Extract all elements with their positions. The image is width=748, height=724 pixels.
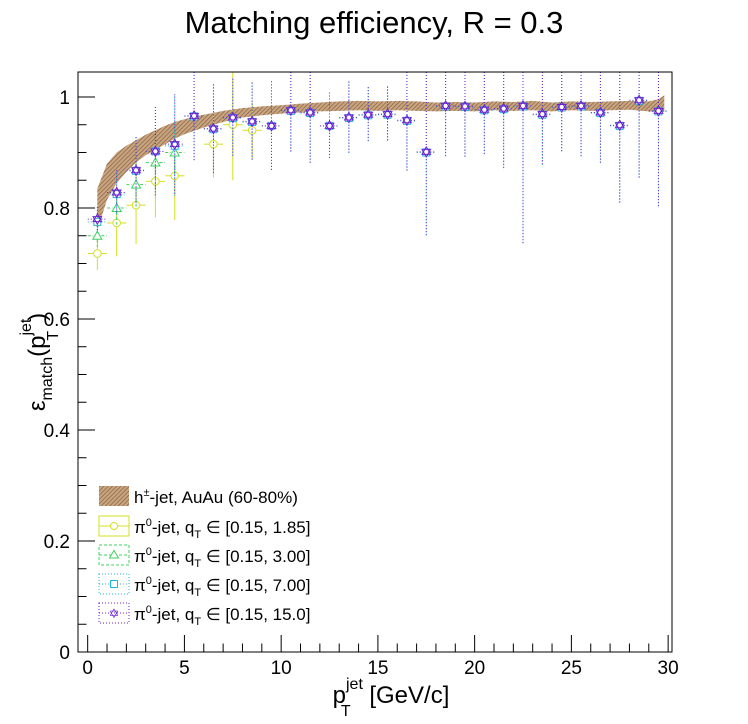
uncertainty-band bbox=[97, 95, 665, 231]
data-point bbox=[614, 119, 625, 132]
legend-marker-triangle bbox=[108, 549, 120, 559]
x-tick-label: 0 bbox=[82, 658, 93, 679]
legend-entry-qt-15.0: ✡ π0-jet, qT ∈ [0.15, 15.0] bbox=[98, 602, 310, 628]
y-axis-label-open: (p bbox=[24, 336, 51, 357]
x-axis-label-sub: T bbox=[341, 703, 351, 720]
legend-label-band: h±-jet, AuAu (60-80%) bbox=[134, 487, 298, 507]
x-tick-label: 15 bbox=[367, 658, 388, 679]
data-point bbox=[324, 119, 335, 132]
x-tick-label: 30 bbox=[658, 658, 679, 679]
plot-frame bbox=[77, 71, 673, 653]
data-point bbox=[208, 122, 219, 135]
data-point bbox=[92, 213, 103, 226]
data-point bbox=[267, 121, 276, 130]
y-tick-label: 0.8 bbox=[44, 199, 70, 220]
y-axis-label-sub: match bbox=[39, 357, 56, 401]
y-axis-label-sub2: T bbox=[45, 331, 62, 341]
legend-entry-qt-1.85: π0-jet, qT ∈ [0.15, 1.85] bbox=[98, 515, 310, 541]
data-point bbox=[305, 106, 316, 119]
y-tick-label: 0.2 bbox=[44, 532, 70, 553]
data-point bbox=[459, 100, 471, 113]
x-axis-label-unit: [GeV/c] bbox=[363, 682, 450, 709]
series-star bbox=[87, 72, 669, 245]
data-point bbox=[363, 108, 374, 121]
data-point bbox=[130, 164, 142, 177]
data-point bbox=[653, 104, 664, 117]
data-point bbox=[93, 249, 102, 258]
data-point bbox=[246, 115, 258, 128]
data-point bbox=[151, 147, 160, 156]
x-axis-label-sup: jet bbox=[345, 676, 363, 693]
data-point bbox=[517, 99, 529, 112]
legend-label-qt-3.00: π0-jet, qT ∈ [0.15, 3.00] bbox=[134, 546, 310, 570]
legend-entry-band: h±-jet, AuAu (60-80%) bbox=[99, 486, 298, 507]
data-point bbox=[266, 119, 277, 132]
series-layer bbox=[87, 72, 669, 271]
x-tick-label: 20 bbox=[464, 658, 485, 679]
legend-label-qt-15.0: π0-jet, qT ∈ [0.15, 15.0] bbox=[134, 604, 310, 628]
data-point bbox=[440, 99, 451, 112]
y-tick-label: 0 bbox=[59, 643, 70, 664]
legend-marker-circle bbox=[110, 522, 118, 530]
data-point bbox=[227, 111, 238, 124]
legend-marker-star: ✡ bbox=[109, 606, 120, 621]
x-tick-label: 10 bbox=[271, 658, 292, 679]
data-point bbox=[150, 145, 161, 158]
legend-label-qt-1.85: π0-jet, qT ∈ [0.15, 1.85] bbox=[134, 517, 310, 541]
data-point bbox=[401, 114, 413, 127]
data-point bbox=[479, 103, 490, 116]
legend-entry-qt-7.00: π0-jet, qT ∈ [0.15, 7.00] bbox=[98, 573, 310, 599]
x-tick-label: 25 bbox=[561, 658, 582, 679]
y-axis-label: εmatch(pjet T) bbox=[18, 313, 62, 411]
data-point bbox=[111, 186, 122, 199]
x-axis-label: pjet T [GeV/c] bbox=[333, 676, 450, 720]
y-axis-label-sup: jet bbox=[18, 318, 35, 336]
data-point bbox=[633, 94, 645, 107]
data-point bbox=[169, 138, 180, 151]
data-point bbox=[556, 100, 567, 113]
data-point bbox=[343, 111, 355, 124]
y-axis-label-close: ) bbox=[24, 313, 51, 321]
data-point bbox=[382, 108, 393, 121]
data-point bbox=[595, 106, 606, 119]
x-axis-label-base: p bbox=[333, 682, 346, 709]
legend-swatch-band bbox=[99, 486, 129, 506]
data-point bbox=[209, 139, 218, 149]
data-point bbox=[285, 104, 296, 117]
legend: h±-jet, AuAu (60-80%) π0-jet, qT ∈ [0.15… bbox=[98, 486, 310, 628]
y-tick-label: 0.4 bbox=[44, 421, 71, 442]
data-point bbox=[91, 230, 103, 240]
data-point bbox=[421, 145, 432, 158]
y-tick-label: 1 bbox=[59, 88, 70, 109]
data-point bbox=[325, 121, 334, 130]
data-point bbox=[498, 102, 509, 115]
axes-layer: 0 5 10 15 20 25 30 0 0.2 0.4 0.6 0.8 1 bbox=[44, 88, 679, 679]
data-point bbox=[575, 99, 587, 112]
legend-entry-qt-3.00: π0-jet, qT ∈ [0.15, 3.00] bbox=[98, 544, 310, 570]
y-axis-label-base: ε bbox=[24, 400, 51, 411]
chart-title: Matching efficiency, R = 0.3 bbox=[185, 5, 564, 40]
x-tick-label: 5 bbox=[179, 658, 190, 679]
legend-label-qt-7.00: π0-jet, qT ∈ [0.15, 7.00] bbox=[134, 575, 310, 599]
data-point bbox=[537, 108, 548, 121]
data-point bbox=[188, 109, 200, 122]
legend-marker-square bbox=[110, 580, 118, 588]
uncertainty-band-layer bbox=[97, 95, 665, 231]
y-tick-label: 0.6 bbox=[44, 310, 70, 331]
